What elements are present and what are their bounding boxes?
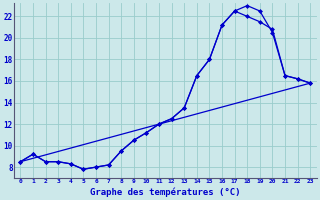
X-axis label: Graphe des températures (°C): Graphe des températures (°C) bbox=[90, 187, 241, 197]
